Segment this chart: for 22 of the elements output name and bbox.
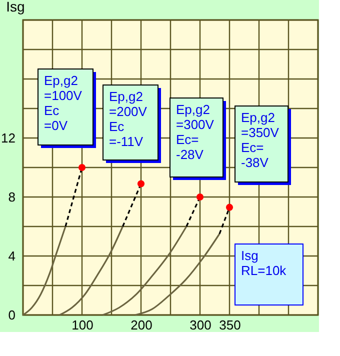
annotation: Ep,g2 =350V Ec= -38V — [241, 110, 280, 170]
annotation: Ep,g2 =200V Ec =-11V — [109, 89, 148, 149]
y-axis-title: Isg — [6, 0, 25, 14]
x-tick-label: 350 — [219, 318, 241, 332]
x-tick-label: 200 — [130, 318, 152, 332]
x-tick-label: 300 — [190, 318, 212, 332]
point — [137, 180, 145, 188]
point — [78, 164, 86, 172]
annotation: Ep,g2 =100V Ec =0V — [44, 73, 82, 133]
line-series — [22, 226, 66, 316]
annotation: Isg RL=10k — [241, 248, 287, 278]
y-tick-label: 0 — [8, 308, 16, 322]
line-series — [102, 226, 188, 316]
y-tick-label: 8 — [8, 190, 16, 204]
point — [196, 193, 204, 201]
line-series — [134, 233, 220, 316]
line-series — [58, 226, 124, 316]
y-tick-label: 4 — [8, 248, 16, 264]
annotation: Ep,g2 =300V Ec= -28V — [176, 102, 214, 162]
point — [226, 204, 234, 211]
x-tick-label: 100 — [72, 318, 94, 332]
y-tick-label: 12 — [1, 130, 16, 146]
